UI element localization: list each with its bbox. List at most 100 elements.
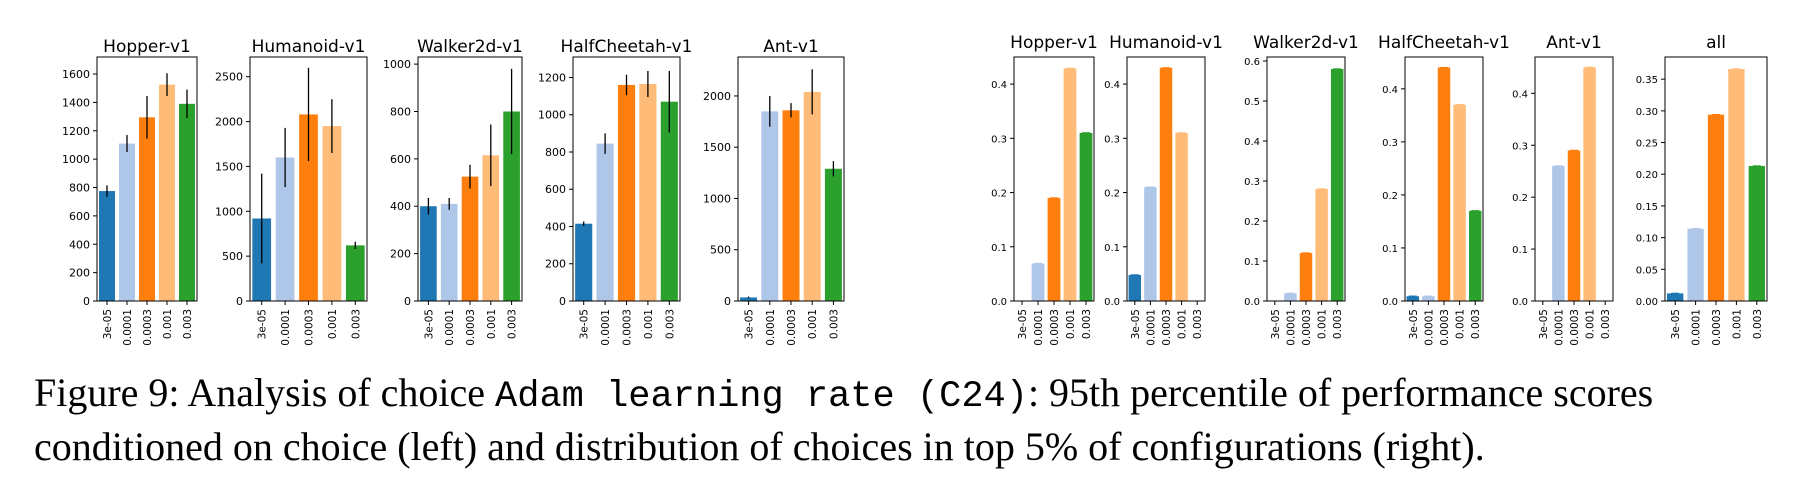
y-tick-label: 1500 [215, 160, 243, 173]
chart-panel-5: 3e-05 0.0001 0.0003 0.001 0.003 0.0 0.1 0.2 0.3 0… [991, 33, 1098, 346]
y-tick-label: 200 [69, 267, 90, 280]
bar-0.0003 [1437, 67, 1451, 301]
bar-0.0001 [440, 203, 458, 301]
y-tick-label: 2000 [215, 116, 243, 129]
x-tick-label: 0.001 [1177, 309, 1189, 339]
y-tick-label: 400 [545, 220, 566, 233]
y-tick-label: 0 [724, 295, 731, 308]
chart-panel-9: 3e-05 0.0001 0.0003 0.001 0.003 0.0 0.1 0.2 0.3 0… [1512, 33, 1614, 346]
chart-panel-10: 3e-05 0.0001 0.0003 0.001 0.003 0.00 0.05 0.10 0… [1636, 33, 1768, 346]
x-tick-label: 0.003 [1600, 309, 1612, 339]
y-tick-label: 0.0 [991, 297, 1007, 308]
y-tick-label: 0.15 [1636, 202, 1658, 213]
bar-0.003 [1330, 69, 1344, 301]
bar-0.0003 [1707, 114, 1725, 301]
chart-title: HalfCheetah-v1 [1378, 33, 1510, 53]
x-tick-label: 0.001 [486, 309, 498, 339]
x-tick-label: 0.003 [350, 309, 362, 339]
y-tick-label: 0.6 [1244, 57, 1260, 68]
caption-text: Figure 9: Analysis of choice [34, 370, 496, 415]
x-tick-label: 0.0001 [1285, 309, 1297, 346]
axes-frame [1534, 56, 1614, 302]
bar-0.0003 [1299, 253, 1313, 301]
axes-frame [1013, 56, 1095, 302]
x-tick-label: 0.001 [327, 309, 339, 339]
chart-title: Hopper-v1 [1010, 33, 1098, 53]
x-tick-label: 0.0003 [465, 309, 477, 346]
chart-title: Ant-v1 [1546, 33, 1602, 53]
bar-3e-05 [99, 191, 115, 301]
chart-title: all [1706, 33, 1726, 53]
y-tick-label: 200 [545, 258, 566, 271]
caption-code: Adam learning rate (C24) [495, 376, 1028, 418]
x-tick-label: 0.001 [1731, 309, 1743, 339]
chart-panel-0: 3e-05 0.0001 0.0003 0.001 0.003 0 200 400 600 800… [62, 37, 198, 346]
y-tick-label: 1000 [215, 205, 243, 218]
y-tick-label: 0.2 [1512, 193, 1528, 204]
bar-0.003 [1468, 210, 1482, 301]
y-tick-label: 800 [545, 146, 566, 159]
y-tick-label: 0.3 [1512, 141, 1528, 152]
y-tick-label: 2500 [215, 71, 243, 84]
y-tick-label: 1000 [703, 192, 731, 205]
chart-panel-2: 3e-05 0.0001 0.0003 0.001 0.003 0 200 400 600 800… [383, 37, 523, 346]
bar-0.001 [1583, 67, 1596, 301]
y-tick-label: 0.2 [1104, 189, 1120, 200]
x-tick-label: 3e-05 [579, 309, 591, 339]
y-tick-label: 1500 [703, 141, 731, 154]
y-tick-label: 800 [69, 182, 90, 195]
y-tick-label: 0.1 [991, 243, 1007, 254]
bar-0.001 [1453, 104, 1466, 301]
y-tick-label: 1000 [538, 109, 566, 122]
chart-title: Humanoid-v1 [252, 37, 366, 57]
bar-0.0001 [119, 143, 135, 301]
bar-3e-05 [1406, 296, 1420, 301]
x-tick-label: 0.0001 [280, 309, 292, 346]
y-tick-label: 0.3 [1244, 177, 1260, 188]
y-tick-label: 0.4 [1512, 89, 1528, 100]
y-tick-label: 0.0 [1104, 297, 1120, 308]
x-tick-label: 3e-05 [423, 309, 435, 339]
y-tick-label: 800 [390, 105, 411, 118]
bar-0.001 [803, 91, 821, 301]
y-tick-label: 0.3 [1382, 138, 1398, 149]
x-tick-label: 0.0001 [1423, 309, 1435, 346]
y-tick-label: 0.0 [1512, 297, 1528, 308]
bar-0.001 [639, 84, 657, 302]
bar-0.003 [345, 245, 365, 301]
axes-frame [96, 56, 198, 302]
x-tick-label: 0.003 [828, 309, 840, 339]
axes-frame [737, 56, 845, 302]
bar-0.0001 [1552, 166, 1565, 301]
y-tick-label: 400 [390, 200, 411, 213]
y-tick-label: 0.1 [1244, 257, 1260, 268]
y-tick-label: 1000 [62, 153, 90, 166]
axes-frame [1126, 56, 1206, 302]
y-tick-label: 0.30 [1636, 107, 1658, 118]
y-tick-label: 0 [83, 295, 90, 308]
bar-3e-05 [575, 223, 593, 301]
y-tick-label: 1000 [383, 58, 411, 71]
chart-panel-3: 3e-05 0.0001 0.0003 0.001 0.003 0 200 400 600 800… [538, 37, 692, 346]
y-tick-label: 0.3 [1104, 134, 1120, 145]
y-tick-label: 0.5 [1244, 97, 1260, 108]
y-tick-label: 1400 [62, 96, 90, 109]
bar-0.001 [1063, 68, 1077, 302]
chart-panel-7: 3e-05 0.0001 0.0003 0.001 0.003 0.0 0.1 0.2 0.3 0… [1244, 33, 1359, 346]
x-tick-label: 0.0001 [1553, 309, 1565, 346]
y-tick-label: 0.20 [1636, 170, 1658, 181]
bar-0.003 [1748, 166, 1765, 301]
x-tick-label: 0.003 [1752, 309, 1764, 339]
x-tick-label: 3e-05 [1270, 309, 1282, 339]
y-tick-label: 0.25 [1636, 139, 1658, 150]
x-tick-label: 0.0001 [1033, 309, 1045, 346]
bar-0.0001 [1422, 296, 1435, 301]
chart-title: Hopper-v1 [103, 37, 191, 57]
y-tick-label: 0.0 [1244, 297, 1260, 308]
bar-0.0001 [596, 143, 614, 301]
y-tick-label: 0.4 [1104, 80, 1120, 91]
y-tick-label: 0.4 [1244, 137, 1260, 148]
y-tick-label: 0.4 [991, 80, 1007, 91]
y-tick-label: 0.1 [1382, 244, 1398, 255]
bar-0.0003 [1159, 67, 1173, 301]
